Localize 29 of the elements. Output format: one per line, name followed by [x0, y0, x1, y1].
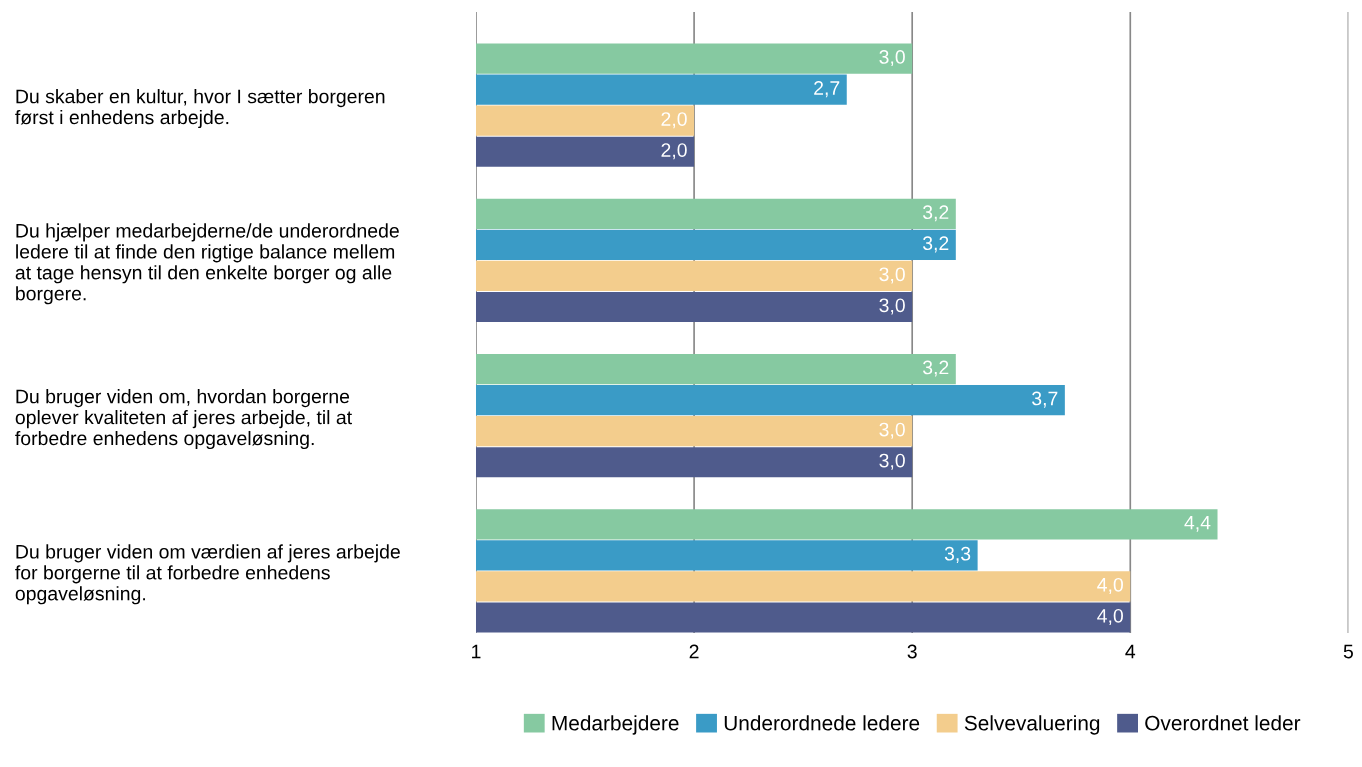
legend-label: Overordnet leder [1145, 715, 1301, 731]
legend-label: Medarbejdere [552, 715, 679, 735]
data-label: 3,0 [879, 50, 905, 67]
x-tick-label: 4 [1125, 644, 1136, 659]
x-tick-label: 3 [907, 644, 917, 659]
data-label: 3,3 [944, 546, 971, 563]
data-label: 3,2 [922, 360, 949, 377]
data-label: 2,0 [661, 143, 687, 160]
data-label: 3,2 [922, 205, 949, 222]
y-tick-label: Du bruger viden om værdien af jeres arbejde for borgerne til at forbedre enhedens opgaveløsning. [15, 544, 400, 605]
data-label: 4,0 [1097, 577, 1123, 594]
legend-label: Underordnede ledere [724, 715, 920, 731]
data-label: 3,7 [1032, 391, 1058, 408]
data-label: 2,7 [814, 81, 840, 98]
x-tick-label: 5 [1343, 644, 1353, 659]
legend-label: Selvevaluering [964, 715, 1100, 735]
data-label: 2,0 [661, 112, 687, 129]
y-tick-label: Du bruger viden om, hvordan borgerne oplever kvaliteten af jeres arbejde, til at forbedre enhedens opgaveløsning. [15, 389, 352, 450]
x-tick-label: 1 [472, 644, 481, 659]
data-label: 4,4 [1184, 515, 1211, 532]
y-tick-label: Du skaber en kultur, hvor I sætter borgeren først i enhedens arbejde. [15, 89, 385, 129]
data-label: 3,2 [922, 236, 949, 253]
data-label: 3,0 [879, 422, 905, 439]
y-tick-label: Du hjælper medarbejderne/de underordnede ledere til at finde den rigtige balance mellem at tage hensyn til den enkelte borger og alle borgere. [15, 223, 399, 305]
data-label: 3,0 [879, 267, 905, 284]
x-tick-label: 2 [689, 644, 699, 659]
data-label: 3,0 [879, 298, 905, 315]
data-label: 4,0 [1097, 608, 1123, 625]
data-label: 3,0 [879, 453, 905, 470]
